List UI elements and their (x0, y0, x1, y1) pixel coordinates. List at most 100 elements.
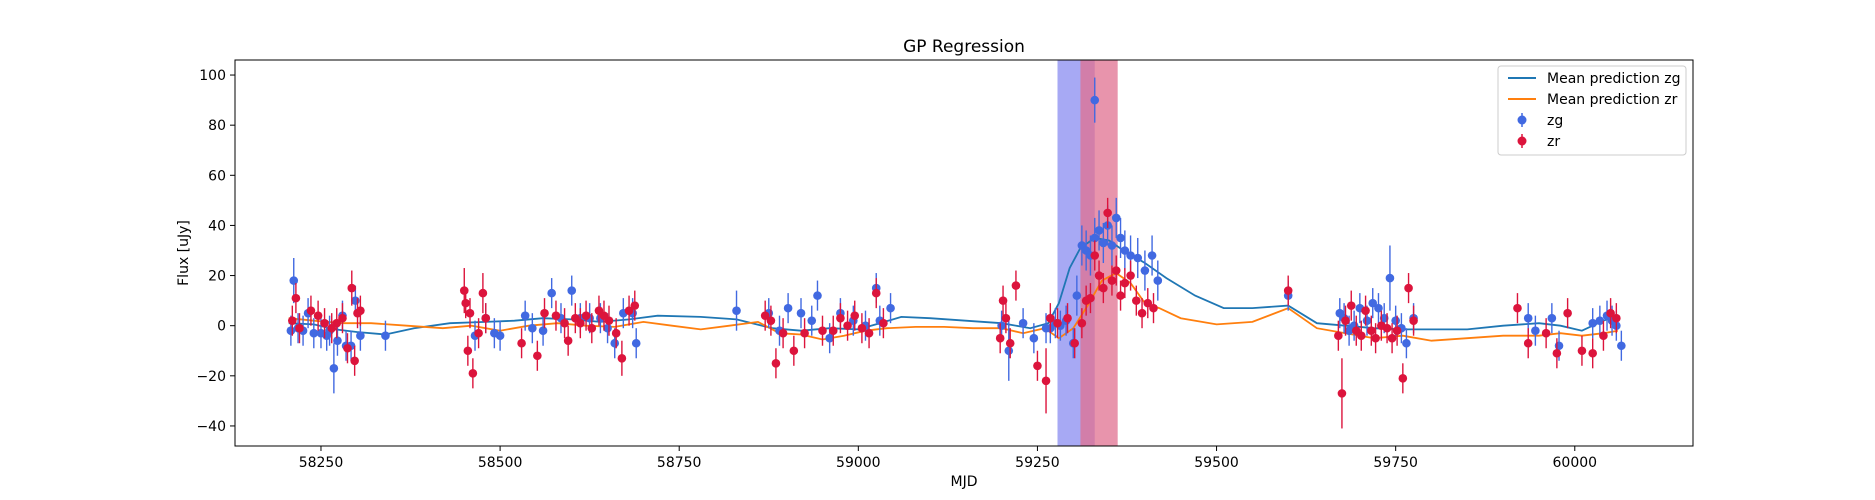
data-point-zr (624, 295, 634, 326)
legend-frame (1497, 65, 1687, 156)
data-point-zg (631, 328, 641, 359)
data-point-zr (1046, 303, 1055, 334)
data-point-zr (1149, 293, 1158, 324)
data-point-zg-marker (1595, 316, 1605, 325)
data-point-zg-marker (1120, 246, 1130, 255)
data-point-zg-marker (807, 316, 817, 325)
data-point-zr (1404, 273, 1413, 304)
y-tick-label: 100 (199, 68, 226, 84)
data-point-zr-marker (533, 351, 542, 361)
data-point-zg (1368, 288, 1378, 319)
data-point-zg (1588, 308, 1597, 339)
data-point-zr-marker (459, 286, 469, 295)
data-point-zg (1402, 328, 1411, 359)
data-point-zr-marker (295, 323, 304, 333)
data-point-zr-marker (1103, 208, 1112, 218)
data-point-zr (1387, 323, 1397, 354)
data-point-zg-marker (1523, 313, 1533, 323)
data-point-zr-marker (481, 313, 491, 323)
data-point-zr (1341, 305, 1350, 336)
data-point-zr-marker (1086, 293, 1095, 303)
data-point-zr-marker (1361, 306, 1370, 315)
data-point-zr-marker (604, 316, 614, 325)
data-point-zg (1099, 222, 1108, 264)
legend-label-mean-zg: Mean prediction zg (1547, 71, 1681, 87)
data-point-zr-marker (1011, 281, 1021, 290)
data-point-zr-marker (1599, 331, 1608, 341)
data-point-zg-marker (1133, 253, 1143, 263)
data-point-zr-marker (1077, 318, 1087, 328)
y-axis-label: Flux [uJy] (176, 220, 192, 286)
data-point-zr (478, 273, 488, 314)
data-point-zr-marker (1143, 298, 1153, 308)
data-point-zr-marker (1552, 348, 1562, 358)
data-point-zg-marker (1029, 333, 1039, 343)
data-point-zr-marker (1283, 286, 1293, 295)
data-point-zg (381, 320, 390, 351)
data-point-zg-marker (381, 331, 390, 341)
data-point-zr (332, 308, 342, 339)
data-point-zg-marker (1368, 298, 1378, 308)
data-point-zr (481, 303, 491, 334)
data-point-zr-marker (338, 313, 347, 323)
data-point-zr-marker (587, 323, 597, 333)
data-point-zr-marker (350, 356, 359, 366)
data-point-zr-marker (1346, 301, 1356, 310)
data-point-zg-marker (1018, 318, 1028, 328)
data-point-zr-marker (1149, 303, 1158, 313)
data-point-zr (1011, 270, 1021, 301)
data-point-zr-marker (617, 353, 627, 363)
data-point-zr (468, 358, 478, 389)
data-point-zg-marker (1617, 341, 1626, 351)
data-point-zr-marker (551, 311, 561, 320)
data-point-zr (850, 300, 860, 331)
data-point-zg-marker (631, 338, 641, 348)
data-point-zr (1099, 273, 1108, 304)
data-point-zr-marker (1612, 313, 1621, 323)
data-point-zr-marker (461, 298, 471, 308)
data-point-zr (533, 340, 542, 371)
data-point-zr-marker (1001, 313, 1011, 323)
data-point-zr-marker (624, 306, 634, 315)
data-point-zr-marker (332, 318, 342, 328)
data-point-zr-marker (1341, 316, 1350, 325)
data-point-zr-marker (864, 328, 874, 338)
data-point-zr (828, 315, 838, 346)
data-point-zr-marker (1541, 328, 1551, 338)
data-point-zr-marker (871, 288, 881, 298)
data-point-zg-marker (1379, 313, 1389, 323)
data-point-zg (520, 300, 530, 331)
plot-area-frame (234, 59, 1694, 447)
data-point-zg-marker (356, 331, 365, 341)
data-point-zr-marker (1053, 318, 1062, 328)
y-tick-label: 0 (217, 319, 226, 335)
data-point-zg-marker (1116, 233, 1125, 243)
data-point-zr-marker (465, 308, 475, 318)
data-point-zr-marker (1090, 251, 1100, 260)
data-point-zr-marker (771, 358, 781, 368)
data-point-zr-marker (818, 326, 827, 336)
y-tick-label: −20 (196, 369, 226, 385)
chart-title: GP Regression (903, 37, 1025, 57)
x-axis-label: MJD (951, 474, 978, 490)
data-point-zr (1126, 260, 1135, 291)
data-point-zg-marker (289, 276, 299, 285)
data-point-zr (843, 310, 852, 341)
data-point-zr-marker (540, 308, 549, 318)
data-point-zr (857, 313, 867, 344)
data-point-zg (567, 275, 577, 306)
data-point-zg-marker (1072, 291, 1082, 300)
data-point-zr-marker (766, 316, 776, 325)
data-point-zr (771, 348, 781, 379)
y-axis: −40 −20 0 20 40 60 80 100 (196, 68, 235, 435)
data-point-zg-marker (886, 303, 895, 313)
data-point-zr (295, 313, 304, 344)
data-point-zr (1392, 315, 1402, 346)
data-point-zg-marker (825, 333, 834, 343)
data-point-zg-marker (1374, 303, 1383, 313)
data-point-zr (581, 300, 591, 331)
data-point-zg-marker (1362, 316, 1372, 325)
data-point-zr-marker (1382, 323, 1392, 333)
data-point-zr-marker (828, 326, 838, 336)
data-point-zr-marker (857, 323, 867, 333)
